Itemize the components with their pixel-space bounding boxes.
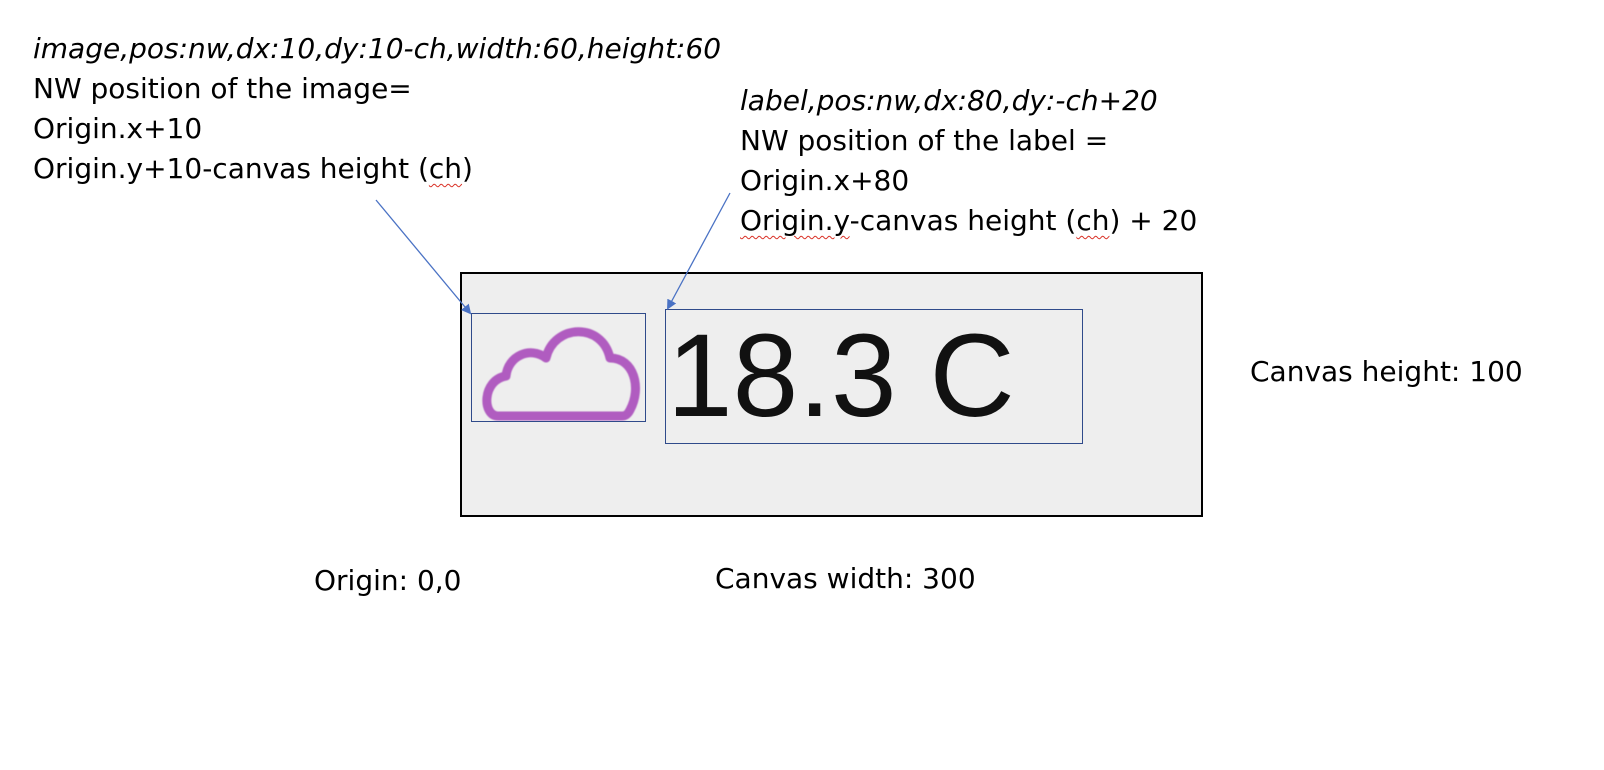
label-spec-text: label,pos:nw,dx:80,dy:-ch+20 xyxy=(740,84,1158,117)
label-note-line-3-mid: -canvas height ( xyxy=(849,204,1077,237)
image-note-line-3-post: ) xyxy=(462,152,473,185)
label-annotation-note: label,pos:nw,dx:80,dy:-ch+20 NW position… xyxy=(740,81,1197,241)
origin-label: Origin: 0,0 xyxy=(314,564,462,597)
label-bounding-box xyxy=(665,309,1083,444)
cloud-icon xyxy=(482,327,640,421)
image-note-ch: ch xyxy=(428,152,463,185)
image-note-line-2: Origin.x+10 xyxy=(33,112,203,145)
image-note-line-3-pre: Origin.y+10-canvas height ( xyxy=(33,152,429,185)
label-note-line-2: Origin.x+80 xyxy=(740,164,910,197)
image-annotation-note: image,pos:nw,dx:10,dy:10-ch,width:60,hei… xyxy=(33,29,721,189)
label-note-ch: ch xyxy=(1076,204,1110,237)
label-note-line-3: Origin.y-canvas height (ch) + 20 xyxy=(740,201,1197,241)
image-note-line-3: Origin.y+10-canvas height (ch) xyxy=(33,149,721,189)
image-bounding-box xyxy=(471,313,646,422)
canvas-height-label: Canvas height: 100 xyxy=(1250,355,1523,388)
image-spec-text: image,pos:nw,dx:10,dy:10-ch,width:60,hei… xyxy=(33,32,722,65)
label-note-line-3-post: ) + 20 xyxy=(1109,204,1198,237)
image-arrow xyxy=(375,199,472,315)
temperature-label: 18.3 C xyxy=(667,310,1015,442)
label-note-line-1: NW position of the label = xyxy=(740,124,1109,157)
canvas-width-label: Canvas width: 300 xyxy=(715,562,976,595)
canvas-area xyxy=(460,272,1203,517)
image-note-line-1: NW position of the image= xyxy=(33,72,412,105)
label-note-origin-y: Origin.y xyxy=(740,204,850,237)
